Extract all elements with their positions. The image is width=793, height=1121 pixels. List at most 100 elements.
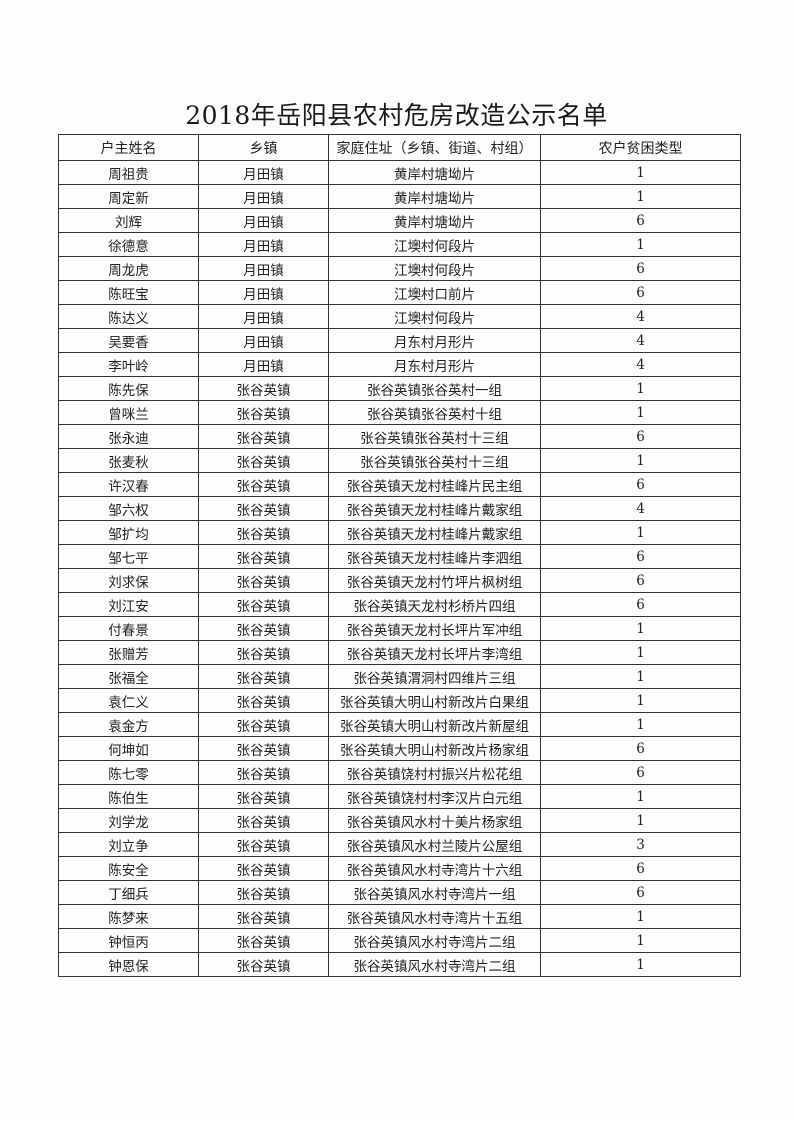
table-row: 何坤如 张谷英镇 张谷英镇大明山村新改片杨家组 6 <box>58 736 741 761</box>
cell-township: 张谷英镇 <box>198 880 329 905</box>
table-row: 刘学龙 张谷英镇 张谷英镇风水村十美片杨家组 1 <box>58 808 741 833</box>
cell-name: 曾咪兰 <box>58 400 199 425</box>
cell-name: 刘求保 <box>58 568 199 593</box>
table-row: 曾咪兰 张谷英镇 张谷英镇张谷英村十组 1 <box>58 400 741 425</box>
cell-address: 黄岸村塘坳片 <box>328 160 541 185</box>
table-row: 袁金方 张谷英镇 张谷英镇大明山村新改片新屋组 1 <box>58 712 741 737</box>
table-row: 陈伯生 张谷英镇 张谷英镇饶村村李汉片白元组 1 <box>58 784 741 809</box>
cell-address: 江墺村何段片 <box>328 304 541 329</box>
cell-name: 陈安全 <box>58 856 199 881</box>
table-row: 张麦秋 张谷英镇 张谷英镇张谷英村十三组 1 <box>58 448 741 473</box>
cell-name: 张永迪 <box>58 424 199 449</box>
cell-address: 黄岸村塘坳片 <box>328 184 541 209</box>
cell-township: 月田镇 <box>198 352 329 377</box>
cell-township: 张谷英镇 <box>198 760 329 785</box>
cell-poverty-type: 1 <box>540 712 741 737</box>
cell-township: 张谷英镇 <box>198 568 329 593</box>
cell-name: 何坤如 <box>58 736 199 761</box>
cell-poverty-type: 6 <box>540 280 741 305</box>
cell-poverty-type: 6 <box>540 256 741 281</box>
cell-address: 江墺村口前片 <box>328 280 541 305</box>
cell-township: 月田镇 <box>198 328 329 353</box>
cell-name: 刘学龙 <box>58 808 199 833</box>
cell-township: 张谷英镇 <box>198 952 329 977</box>
cell-poverty-type: 6 <box>540 472 741 497</box>
cell-address: 张谷英镇大明山村新改片白果组 <box>328 688 541 713</box>
cell-name: 陈伯生 <box>58 784 199 809</box>
cell-poverty-type: 3 <box>540 832 741 857</box>
cell-name: 邹六权 <box>58 496 199 521</box>
cell-poverty-type: 6 <box>540 760 741 785</box>
table-row: 吴要香 月田镇 月东村月形片 4 <box>58 328 741 353</box>
cell-poverty-type: 1 <box>540 640 741 665</box>
table-row: 刘立争 张谷英镇 张谷英镇风水村兰陵片公屋组 3 <box>58 832 741 857</box>
cell-poverty-type: 1 <box>540 688 741 713</box>
table-row: 邹七平 张谷英镇 张谷英镇天龙村桂峰片李泗组 6 <box>58 544 741 569</box>
cell-address: 张谷英镇风水村寺湾片一组 <box>328 880 541 905</box>
cell-township: 张谷英镇 <box>198 904 329 929</box>
cell-township: 张谷英镇 <box>198 808 329 833</box>
table-row: 陈先保 张谷英镇 张谷英镇张谷英村一组 1 <box>58 376 741 401</box>
cell-poverty-type: 4 <box>540 304 741 329</box>
cell-township: 张谷英镇 <box>198 832 329 857</box>
cell-township: 月田镇 <box>198 208 329 233</box>
cell-name: 付春景 <box>58 616 199 641</box>
table-row: 许汉春 张谷英镇 张谷英镇天龙村桂峰片民主组 6 <box>58 472 741 497</box>
table-row: 陈安全 张谷英镇 张谷英镇风水村寺湾片十六组 6 <box>58 856 741 881</box>
cell-poverty-type: 6 <box>540 736 741 761</box>
cell-poverty-type: 1 <box>540 616 741 641</box>
cell-name: 丁细兵 <box>58 880 199 905</box>
cell-township: 张谷英镇 <box>198 544 329 569</box>
cell-address: 张谷英镇张谷英村十组 <box>328 400 541 425</box>
cell-name: 刘江安 <box>58 592 199 617</box>
cell-address: 张谷英镇饶村村振兴片松花组 <box>328 760 541 785</box>
cell-poverty-type: 6 <box>540 208 741 233</box>
table-row: 钟恩保 张谷英镇 张谷英镇风水村寺湾片二组 1 <box>58 952 741 977</box>
cell-township: 张谷英镇 <box>198 424 329 449</box>
cell-address: 张谷英镇风水村寺湾片二组 <box>328 952 541 977</box>
cell-poverty-type: 1 <box>540 184 741 209</box>
cell-address: 张谷英镇天龙村竹坪片枫树组 <box>328 568 541 593</box>
cell-name: 刘辉 <box>58 208 199 233</box>
cell-address: 张谷英镇饶村村李汉片白元组 <box>328 784 541 809</box>
cell-poverty-type: 1 <box>540 808 741 833</box>
cell-township: 月田镇 <box>198 280 329 305</box>
cell-poverty-type: 6 <box>540 856 741 881</box>
table-row: 陈七零 张谷英镇 张谷英镇饶村村振兴片松花组 6 <box>58 760 741 785</box>
cell-name: 张麦秋 <box>58 448 199 473</box>
cell-address: 张谷英镇张谷英村十三组 <box>328 424 541 449</box>
table-row: 刘江安 张谷英镇 张谷英镇天龙村杉桥片四组 6 <box>58 592 741 617</box>
cell-address: 张谷英镇天龙村桂峰片戴家组 <box>328 520 541 545</box>
cell-address: 张谷英镇风水村十美片杨家组 <box>328 808 541 833</box>
cell-address: 江墺村何段片 <box>328 256 541 281</box>
cell-poverty-type: 1 <box>540 904 741 929</box>
table-row: 李叶岭 月田镇 月东村月形片 4 <box>58 352 741 377</box>
cell-poverty-type: 6 <box>540 592 741 617</box>
cell-name: 张福全 <box>58 664 199 689</box>
cell-township: 张谷英镇 <box>198 856 329 881</box>
cell-poverty-type: 1 <box>540 400 741 425</box>
cell-township: 张谷英镇 <box>198 472 329 497</box>
cell-name: 陈先保 <box>58 376 199 401</box>
table-row: 张赠芳 张谷英镇 张谷英镇天龙村长坪片李湾组 1 <box>58 640 741 665</box>
cell-township: 月田镇 <box>198 184 329 209</box>
cell-township: 张谷英镇 <box>198 496 329 521</box>
cell-poverty-type: 1 <box>540 952 741 977</box>
cell-poverty-type: 4 <box>540 328 741 353</box>
table-row: 刘求保 张谷英镇 张谷英镇天龙村竹坪片枫树组 6 <box>58 568 741 593</box>
cell-poverty-type: 1 <box>540 784 741 809</box>
header-poverty-type: 农户贫困类型 <box>540 134 741 161</box>
table-row: 周祖贵 月田镇 黄岸村塘坳片 1 <box>58 160 741 185</box>
cell-poverty-type: 1 <box>540 664 741 689</box>
cell-township: 月田镇 <box>198 304 329 329</box>
table-row: 袁仁义 张谷英镇 张谷英镇大明山村新改片白果组 1 <box>58 688 741 713</box>
table-row: 邹六权 张谷英镇 张谷英镇天龙村桂峰片戴家组 4 <box>58 496 741 521</box>
cell-poverty-type: 1 <box>540 520 741 545</box>
cell-name: 袁仁义 <box>58 688 199 713</box>
cell-name: 陈旺宝 <box>58 280 199 305</box>
table-row: 钟恒丙 张谷英镇 张谷英镇风水村寺湾片二组 1 <box>58 928 741 953</box>
cell-township: 张谷英镇 <box>198 616 329 641</box>
cell-name: 陈达义 <box>58 304 199 329</box>
cell-poverty-type: 6 <box>540 544 741 569</box>
cell-township: 张谷英镇 <box>198 784 329 809</box>
